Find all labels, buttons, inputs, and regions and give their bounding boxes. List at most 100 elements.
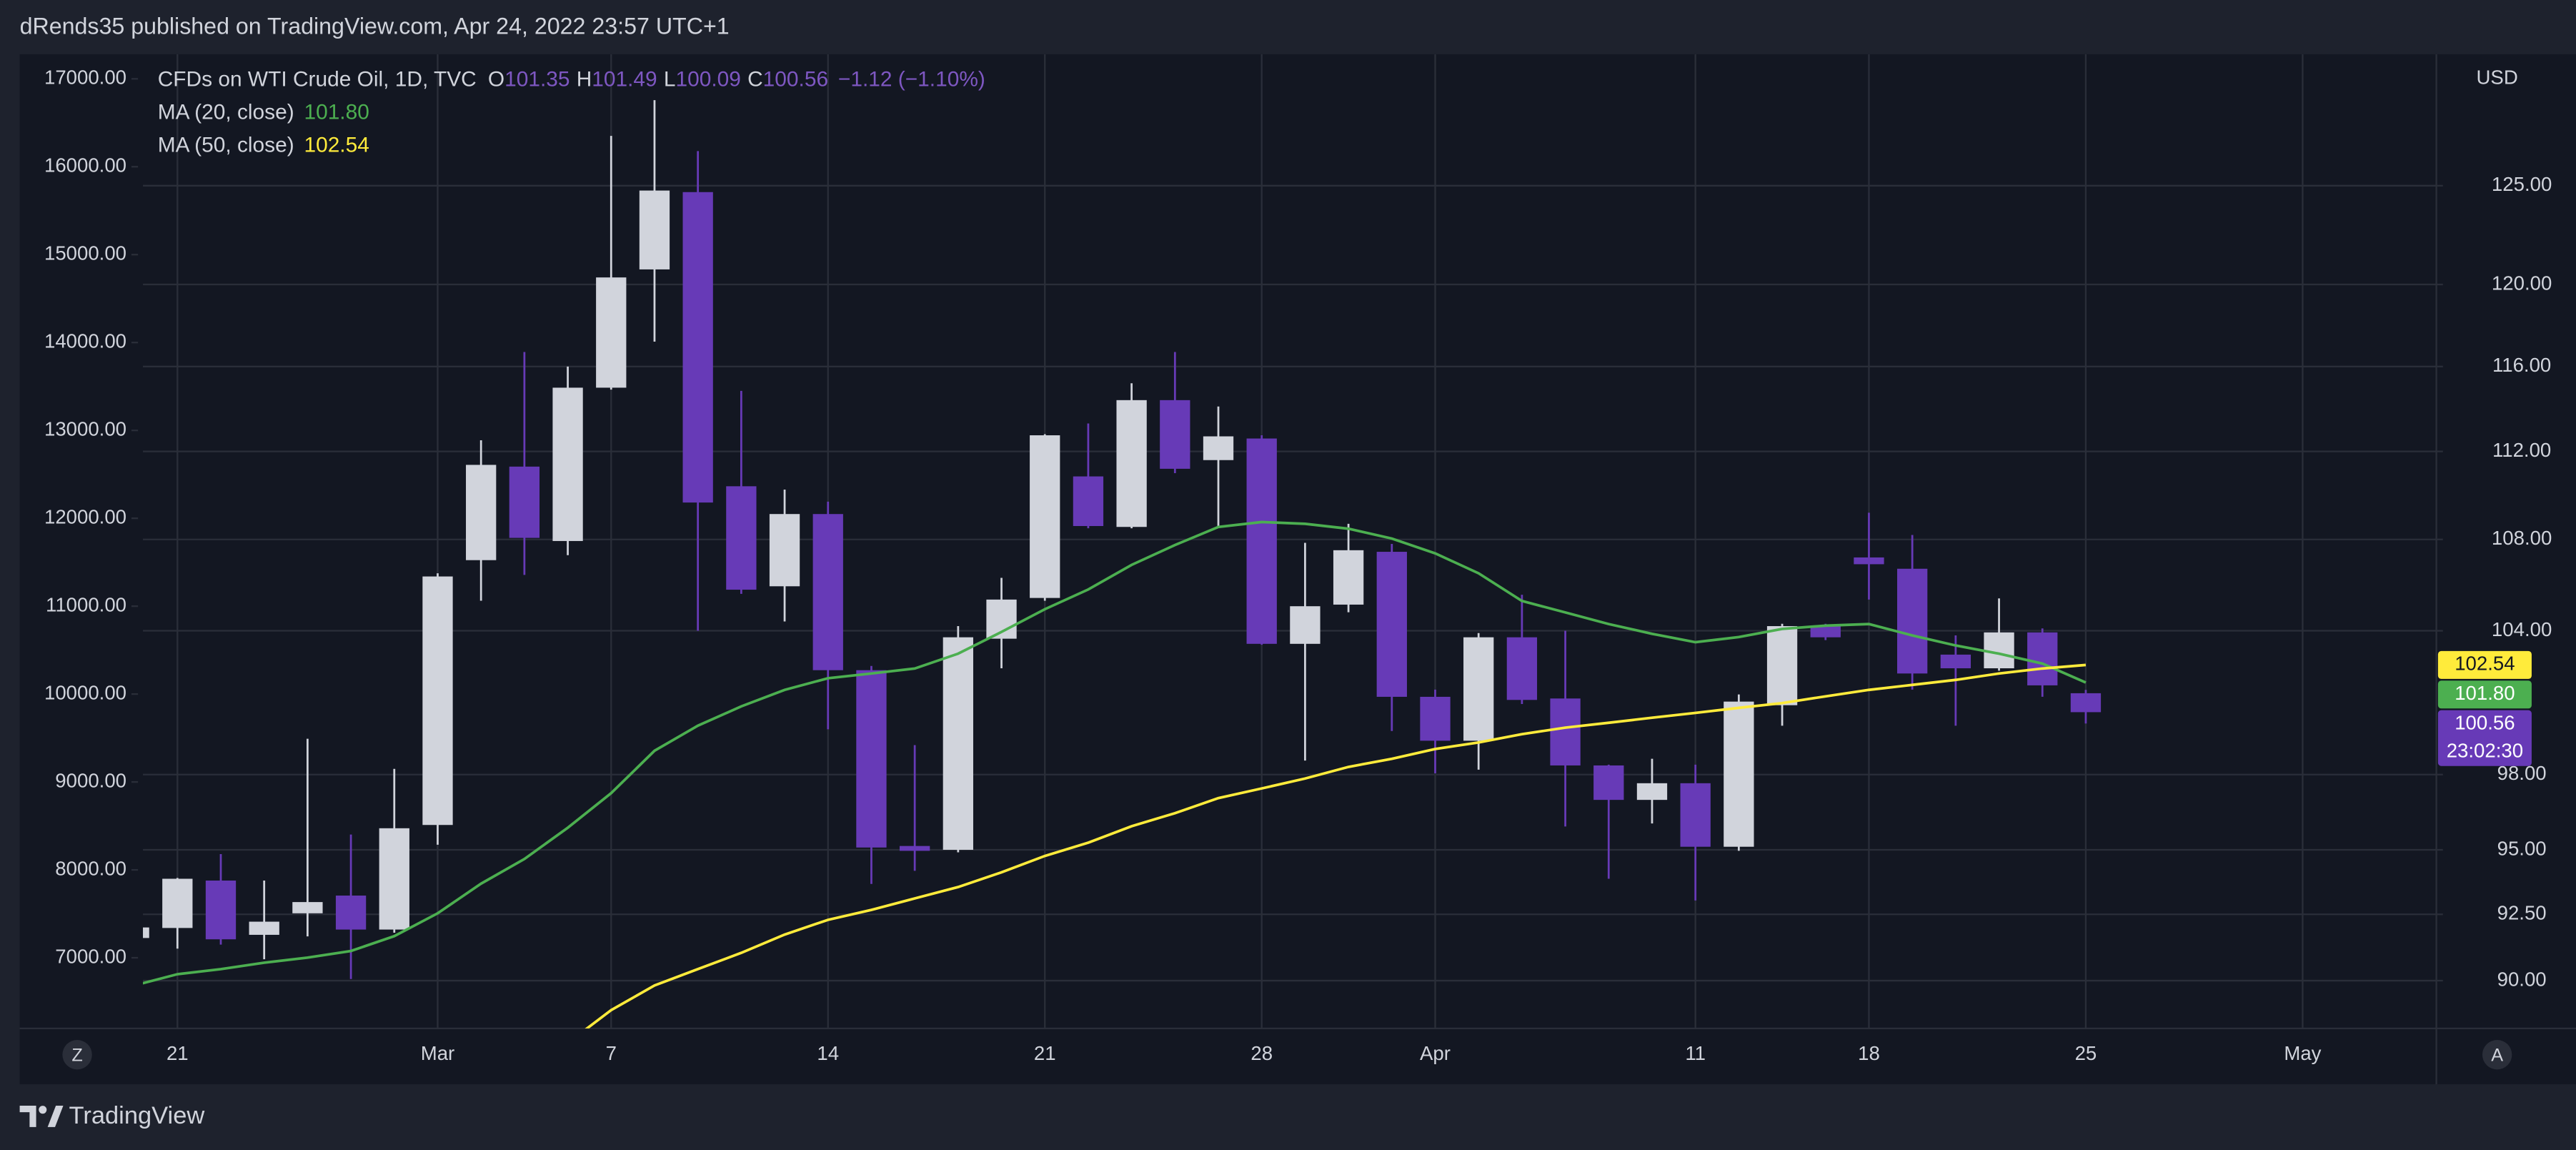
candle-body xyxy=(1897,568,1928,674)
legend-value: 101.49 xyxy=(592,68,657,91)
axes: 90.0092.5095.0098.00104.00108.00112.0011… xyxy=(44,66,2552,1064)
x-tick-label: 21 xyxy=(166,1042,189,1064)
ma-line xyxy=(585,663,2087,1028)
x-tick-label: 18 xyxy=(1858,1042,1880,1064)
legend-key: O xyxy=(488,68,504,91)
auto-scale-button[interactable] xyxy=(2482,1039,2512,1070)
legend-ma-value: 102.54 xyxy=(304,133,369,157)
candle-body xyxy=(422,576,453,826)
candle-body xyxy=(379,828,409,930)
x-tick-label: 11 xyxy=(1685,1042,1706,1064)
legend-title: CFDs on WTI Crude Oil, 1D, TVC xyxy=(158,68,477,91)
logo-part xyxy=(19,1105,36,1127)
candle-body xyxy=(596,277,627,388)
price-tag-label: 101.80 xyxy=(2455,682,2515,704)
candle-body xyxy=(1506,637,1538,700)
x-tick-label: 21 xyxy=(1034,1042,1056,1064)
y-tick-label: 90.00 xyxy=(2497,968,2547,990)
price-tag-label: 100.56 xyxy=(2455,711,2515,733)
logo-part xyxy=(47,1105,64,1127)
plot xyxy=(143,100,2102,1028)
y2-tick-label: 12000.00 xyxy=(44,505,126,527)
candle-body xyxy=(1940,654,1971,669)
candle-body xyxy=(292,902,323,913)
candle-body xyxy=(726,486,757,590)
legend-change: −1.12 (−1.10%) xyxy=(838,68,985,91)
x-tick-label: 28 xyxy=(1250,1042,1273,1064)
y2-tick-label: 8000.00 xyxy=(55,857,126,879)
y2-tick-label: 9000.00 xyxy=(55,769,126,791)
candle-body xyxy=(1463,637,1494,741)
x-tick-label: 7 xyxy=(606,1042,617,1064)
candle-body xyxy=(1203,436,1234,460)
y2-tick-label: 10000.00 xyxy=(44,681,126,703)
candle-body xyxy=(1810,626,1841,638)
zoom-button[interactable] xyxy=(62,1039,92,1070)
candle-body xyxy=(143,927,149,938)
y2-tick-label: 16000.00 xyxy=(44,154,126,177)
candle-body xyxy=(1333,550,1364,605)
candle-body xyxy=(1854,557,1884,565)
y-tick-label: 95.00 xyxy=(2497,837,2547,859)
y-tick-label: 120.00 xyxy=(2492,272,2552,294)
y-tick-label: 112.00 xyxy=(2492,439,2551,461)
published-line: dRends35 published on TradingView.com, A… xyxy=(20,14,730,39)
price-tag xyxy=(2437,710,2532,766)
candle-body xyxy=(1116,400,1147,527)
candle-body xyxy=(1290,606,1321,644)
y2-tick-label: 13000.00 xyxy=(44,417,126,440)
legend-ma: MA (50, close) 102.54 xyxy=(158,133,369,157)
price-tag xyxy=(2437,680,2532,709)
candle-body xyxy=(1636,783,1668,800)
legend-key: C xyxy=(747,68,763,91)
legend-ma-name: MA (50, close) xyxy=(158,133,294,157)
legend-value: 100.56 xyxy=(763,68,828,91)
candle-body xyxy=(639,190,670,269)
candle-body xyxy=(1376,552,1407,697)
legend-ma: MA (20, close) 101.80 xyxy=(158,100,369,124)
candle-body xyxy=(899,846,930,851)
candle-body xyxy=(509,466,540,538)
candle-body xyxy=(943,637,973,850)
candle-body xyxy=(1160,400,1190,469)
candle-body xyxy=(1420,696,1451,741)
candle-body xyxy=(552,387,583,541)
candle-body xyxy=(1246,438,1277,644)
candle-body xyxy=(162,878,193,928)
x-tick-label: Mar xyxy=(421,1042,455,1064)
candle-body xyxy=(466,465,497,560)
legend-key: L xyxy=(664,68,676,91)
price-tag xyxy=(2437,650,2532,679)
auto-scale-button-label[interactable]: A xyxy=(2491,1046,2503,1066)
zoom-button-label[interactable]: Z xyxy=(71,1046,82,1066)
y-tick-label: 125.00 xyxy=(2492,173,2552,195)
x-tick-label: 14 xyxy=(817,1042,839,1064)
candle-body xyxy=(1593,765,1624,800)
candle-body xyxy=(335,896,367,930)
candle-body xyxy=(856,670,887,848)
candle-body xyxy=(1984,632,2014,669)
brand-logo xyxy=(19,1105,64,1127)
y2-tick-label: 11000.00 xyxy=(46,593,126,615)
legend-value: 101.35 xyxy=(504,68,570,91)
candle-body xyxy=(1550,698,1581,765)
candle-body xyxy=(1724,701,1754,847)
candle-body xyxy=(682,192,713,503)
legend-ohlc: CFDs on WTI Crude Oil, 1D, TVC O101.35 H10… xyxy=(158,68,985,91)
candle-body xyxy=(812,514,843,670)
legend-value: 100.09 xyxy=(676,68,741,91)
candle-body xyxy=(1680,783,1711,847)
candle-body xyxy=(1030,435,1060,598)
y2-tick-label: 17000.00 xyxy=(44,66,126,89)
y-tick-label: 104.00 xyxy=(2492,618,2552,640)
ma-line xyxy=(143,520,2087,985)
y2-tick-label: 7000.00 xyxy=(55,945,126,967)
legend-ma-value: 101.80 xyxy=(304,100,369,124)
y2-tick-label: 14000.00 xyxy=(44,329,126,352)
legend-key: H xyxy=(577,68,592,91)
legend-ma-name: MA (20, close) xyxy=(158,100,294,124)
y-tick-label: 108.00 xyxy=(2492,527,2552,549)
y-tick-label: 92.50 xyxy=(2497,902,2547,924)
brand-name: TradingView xyxy=(69,1102,205,1129)
